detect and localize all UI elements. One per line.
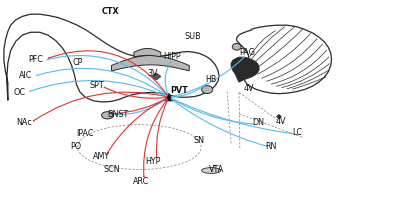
- Ellipse shape: [202, 168, 221, 173]
- Polygon shape: [165, 93, 173, 101]
- Text: SUB: SUB: [184, 32, 201, 41]
- FancyArrowPatch shape: [165, 61, 171, 95]
- Ellipse shape: [102, 112, 114, 119]
- Text: LC: LC: [293, 128, 303, 137]
- FancyArrowPatch shape: [252, 27, 294, 65]
- Ellipse shape: [232, 43, 241, 50]
- FancyArrowPatch shape: [30, 80, 166, 96]
- FancyArrowPatch shape: [254, 29, 302, 70]
- FancyArrowPatch shape: [282, 64, 329, 88]
- FancyArrowPatch shape: [156, 100, 168, 158]
- FancyArrowPatch shape: [34, 92, 166, 121]
- Text: HIPP: HIPP: [163, 52, 181, 61]
- FancyArrowPatch shape: [172, 98, 292, 134]
- Text: PAG: PAG: [239, 48, 255, 57]
- Text: HYP: HYP: [145, 157, 161, 166]
- FancyArrowPatch shape: [48, 51, 167, 95]
- FancyArrowPatch shape: [171, 99, 253, 124]
- FancyArrowPatch shape: [107, 98, 166, 154]
- FancyArrowPatch shape: [47, 56, 167, 95]
- Polygon shape: [134, 48, 161, 57]
- FancyArrowPatch shape: [104, 87, 166, 98]
- FancyArrowPatch shape: [250, 31, 275, 56]
- Text: SN: SN: [194, 136, 205, 145]
- FancyArrowPatch shape: [37, 68, 167, 96]
- Text: IPAC: IPAC: [76, 129, 94, 138]
- FancyArrowPatch shape: [262, 38, 317, 78]
- FancyArrowPatch shape: [250, 27, 285, 61]
- FancyArrowPatch shape: [172, 57, 245, 97]
- Text: OC: OC: [14, 88, 26, 97]
- Text: PVT: PVT: [170, 86, 188, 95]
- FancyArrowPatch shape: [258, 33, 310, 74]
- FancyArrowPatch shape: [172, 84, 206, 97]
- Text: 4V: 4V: [275, 117, 286, 126]
- FancyArrowPatch shape: [266, 44, 323, 81]
- FancyArrowPatch shape: [287, 70, 328, 89]
- Text: HB: HB: [206, 75, 217, 84]
- Text: NAc: NAc: [16, 118, 32, 127]
- Polygon shape: [231, 57, 259, 82]
- FancyArrowPatch shape: [144, 99, 167, 177]
- Text: RN: RN: [265, 141, 277, 150]
- Text: 3V: 3V: [148, 69, 158, 78]
- FancyArrowPatch shape: [171, 99, 266, 147]
- Polygon shape: [112, 56, 189, 71]
- Ellipse shape: [202, 86, 213, 93]
- FancyArrowPatch shape: [114, 99, 166, 114]
- Text: AIC: AIC: [19, 71, 32, 80]
- Text: ARC: ARC: [133, 177, 149, 186]
- Text: SPT: SPT: [89, 81, 104, 90]
- FancyArrowPatch shape: [292, 77, 326, 89]
- FancyArrowPatch shape: [271, 50, 326, 84]
- Text: PO: PO: [70, 142, 81, 151]
- Polygon shape: [151, 73, 161, 80]
- Text: DN: DN: [252, 118, 264, 127]
- FancyArrowPatch shape: [276, 57, 329, 86]
- Polygon shape: [276, 115, 281, 119]
- Text: CTX: CTX: [102, 7, 119, 16]
- Text: SCN: SCN: [103, 165, 120, 174]
- Text: CP: CP: [72, 59, 82, 68]
- FancyArrowPatch shape: [116, 99, 167, 115]
- Text: PFC: PFC: [28, 55, 43, 64]
- Text: 4V: 4V: [243, 84, 254, 93]
- Text: AMY: AMY: [92, 152, 110, 161]
- Text: BNST: BNST: [108, 110, 129, 119]
- Text: VTA: VTA: [209, 165, 224, 174]
